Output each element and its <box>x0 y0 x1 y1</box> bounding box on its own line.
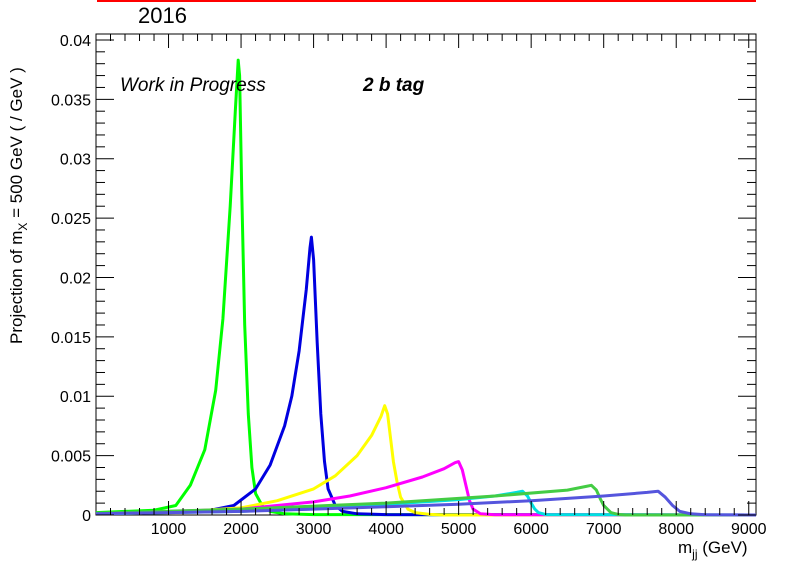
annotation-tag: 2 b tag <box>362 75 425 96</box>
y-axis-title-sub: X <box>16 223 30 231</box>
y-tick-label: 0.035 <box>51 92 91 109</box>
series-line-4 <box>95 460 757 517</box>
series-line-7 <box>95 489 757 517</box>
y-tick-label: 0.04 <box>60 33 91 50</box>
x-axis-title-unit: (GeV) <box>698 538 748 557</box>
y-axis-title-main: Projection of m <box>7 231 26 344</box>
plot-frame <box>95 33 757 516</box>
x-tick-label: 6000 <box>513 521 549 538</box>
x-tick-label: 3000 <box>296 521 332 538</box>
series-line-1 <box>95 58 757 517</box>
x-tick-label: 8000 <box>658 521 694 538</box>
y-tick-label: 0.03 <box>60 152 91 169</box>
x-axis-title-sub: jj <box>691 547 697 561</box>
x-axis-title: mjj (GeV) <box>678 538 748 561</box>
x-tick-label: 4000 <box>368 521 404 538</box>
x-tick-label: 5000 <box>441 521 477 538</box>
y-tick-label: 0.01 <box>60 389 91 406</box>
plot-area-border <box>95 33 757 516</box>
y-axis-title: Projection of mX = 500 GeV ( / GeV ) <box>7 67 30 344</box>
series-layer <box>95 58 757 517</box>
y-tick-label: 0 <box>82 508 91 525</box>
x-tick-label: 1000 <box>151 521 187 538</box>
y-tick-label: 0.005 <box>51 449 91 466</box>
y-tick-label: 0.02 <box>60 270 91 287</box>
x-tick-label: 7000 <box>586 521 622 538</box>
y-tick-label: 0.025 <box>51 211 91 228</box>
annotation-status: Work in Progress <box>120 75 266 96</box>
series-line-6 <box>95 483 756 517</box>
header-year: 2016 <box>138 3 187 28</box>
x-tick-label: 9000 <box>731 521 767 538</box>
y-axis-title-rest: = 500 GeV ( / GeV ) <box>7 67 26 222</box>
series-line-3 <box>95 404 756 517</box>
y-tick-label: 0.015 <box>51 330 91 347</box>
axis-layer: 1000 2000 3000 4000 5000 6000 7000 8000 9000 0 0.0… <box>51 33 767 538</box>
x-tick-label: 2000 <box>223 521 259 538</box>
x-axis-title-main: m <box>678 538 692 557</box>
